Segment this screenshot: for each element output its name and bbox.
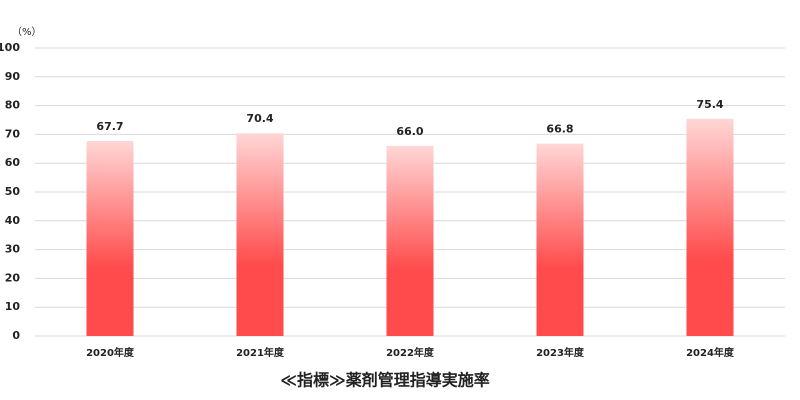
y-unit: （%） <box>12 26 42 38</box>
x-tick-label: 2020年度 <box>86 346 135 359</box>
x-tick-label: 2023年度 <box>536 346 585 359</box>
y-tick-label: 0 <box>12 329 20 342</box>
y-tick-label: 90 <box>5 70 21 83</box>
value-label: 70.4 <box>246 112 273 125</box>
bar <box>686 118 734 337</box>
y-tick-label: 60 <box>5 156 21 169</box>
value-label: 67.7 <box>96 120 123 133</box>
y-tick-label: 50 <box>5 185 21 198</box>
y-tick-label: 20 <box>5 271 21 284</box>
x-tick-label: 2021年度 <box>236 346 285 359</box>
y-tick-label: 40 <box>5 214 21 227</box>
value-label: 75.4 <box>696 98 723 111</box>
chart-title: ≪指標≫薬剤管理指導実施率 <box>280 371 490 390</box>
bar <box>86 141 134 336</box>
bar <box>236 133 284 336</box>
y-tick-label: 80 <box>5 99 21 112</box>
y-tick-label: 70 <box>5 127 21 140</box>
x-tick-label: 2022年度 <box>386 346 435 359</box>
x-tick-label: 2024年度 <box>686 346 735 359</box>
y-tick-label: 100 <box>0 41 20 54</box>
y-tick-label: 30 <box>5 243 21 256</box>
value-label: 66.0 <box>396 125 423 138</box>
bar <box>386 145 434 336</box>
bar <box>536 143 584 336</box>
y-tick-label: 10 <box>5 300 21 313</box>
value-label: 66.8 <box>546 123 573 136</box>
